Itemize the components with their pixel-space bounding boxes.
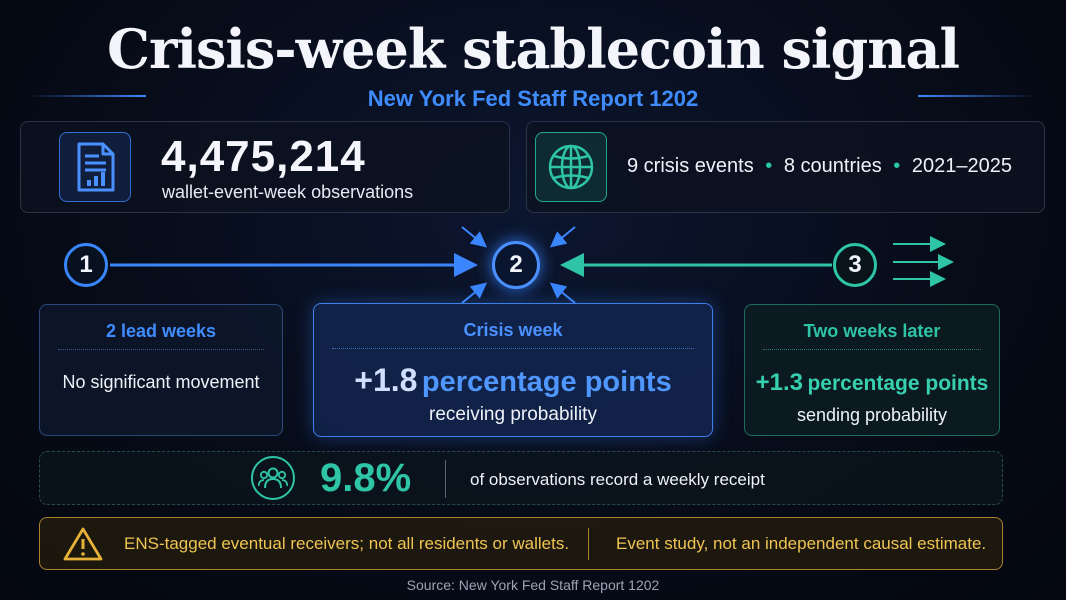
later-panel: Two weeks later +1.3 percentage points s… (744, 304, 1000, 436)
crisis-week-unit: percentage points (421, 366, 672, 398)
observations-card: 4,475,214 wallet-event-week observations (20, 121, 510, 213)
document-chart-icon (59, 132, 131, 202)
scope-separator: • (893, 155, 901, 177)
globe-icon (535, 132, 607, 202)
later-value: +1.3 (755, 369, 804, 396)
caveats-banner: ENS-tagged eventual receivers; not all r… (39, 517, 1003, 570)
scope-line: 9 crisis events • 8 countries • 2021–202… (627, 155, 1012, 178)
timeline (110, 226, 954, 304)
caveat-method: Event study, not an independent causal e… (616, 534, 987, 553)
lead-weeks-body: No significant movement (62, 372, 260, 392)
title-rule-left (28, 95, 146, 97)
crisis-week-value: +1.8 (354, 362, 418, 398)
crisis-week-detail: receiving probability (429, 404, 597, 425)
scope-years: 2021–2025 (911, 155, 1012, 177)
divider (588, 528, 589, 560)
outgoing-arrows (893, 236, 954, 287)
people-icon (251, 456, 295, 500)
divider (763, 349, 981, 350)
scope-separator: • (765, 155, 773, 177)
scope-events: 9 crisis events (627, 155, 754, 177)
page-title: Crisis-week stablecoin signal (107, 17, 960, 81)
later-unit: percentage points (807, 372, 989, 395)
step-3: 3 (833, 243, 877, 287)
later-effect: +1.3 percentage points (745, 369, 999, 397)
receipt-value: 9.8% (320, 456, 412, 500)
crisis-week-title: Crisis week (463, 320, 563, 340)
divider (58, 349, 264, 350)
crisis-week-panel: Crisis week +1.8 percentage points recei… (313, 303, 713, 437)
title-rule-right (918, 95, 1036, 97)
lead-weeks-panel: 2 lead weeks No significant movement (39, 304, 283, 436)
divider (332, 348, 694, 349)
divider (445, 460, 446, 498)
page-subtitle: New York Fed Staff Report 1202 (367, 86, 699, 111)
converging-arrows (461, 226, 576, 304)
step-1: 1 (64, 243, 108, 287)
observations-label: wallet-event-week observations (162, 182, 414, 202)
later-title: Two weeks later (803, 321, 941, 341)
later-detail: sending probability (796, 405, 948, 425)
receipt-label: of observations record a weekly receipt (470, 470, 765, 489)
scope-countries: 8 countries (783, 155, 882, 177)
source-note: Source: New York Fed Staff Report 1202 (406, 577, 660, 593)
observations-count: 4,475,214 (161, 132, 366, 181)
receipt-row: 9.8% of observations record a weekly rec… (39, 451, 1003, 505)
lead-weeks-title: 2 lead weeks (105, 321, 217, 341)
crisis-week-effect: +1.8 percentage points (314, 362, 712, 399)
step-2: 2 (492, 241, 540, 289)
caveat-sample: ENS-tagged eventual receivers; not all r… (124, 534, 570, 553)
scope-card: 9 crisis events • 8 countries • 2021–202… (526, 121, 1045, 213)
warning-icon (62, 526, 104, 567)
